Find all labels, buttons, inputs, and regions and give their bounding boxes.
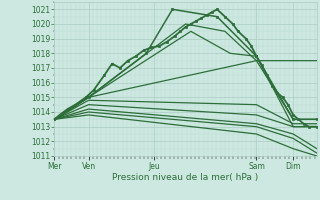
X-axis label: Pression niveau de la mer( hPa ): Pression niveau de la mer( hPa ) <box>112 173 259 182</box>
